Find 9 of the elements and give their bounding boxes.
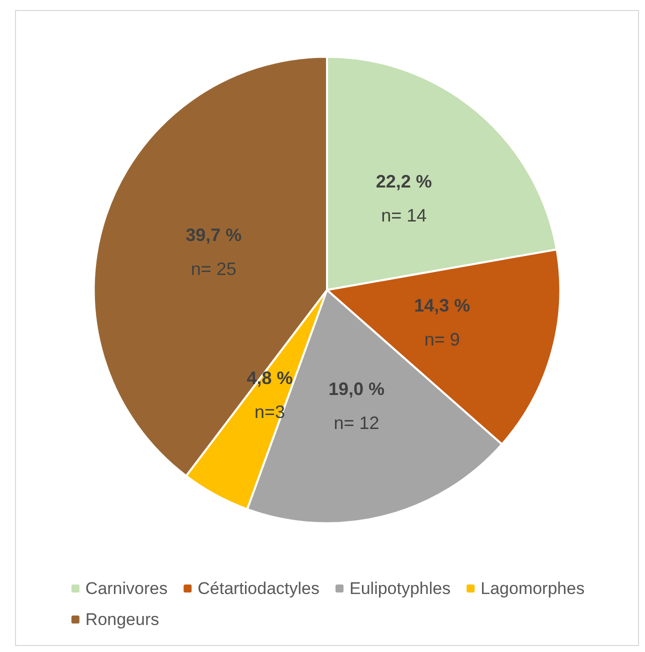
- data-label: 39,7 % n= 25: [186, 224, 242, 279]
- legend-label: Carnivores: [85, 579, 168, 598]
- legend-label: Eulipotyphles: [350, 579, 451, 598]
- data-label: 19,0 % n= 12: [328, 378, 385, 433]
- data-label: 22,2 % n= 14: [376, 171, 432, 226]
- legend-label: Rongeurs: [85, 610, 160, 629]
- data-label: 14,3 % n= 9: [414, 295, 470, 350]
- legend-label: Cétartiodactyles: [198, 579, 320, 598]
- legend-label: Lagomorphes: [480, 579, 585, 598]
